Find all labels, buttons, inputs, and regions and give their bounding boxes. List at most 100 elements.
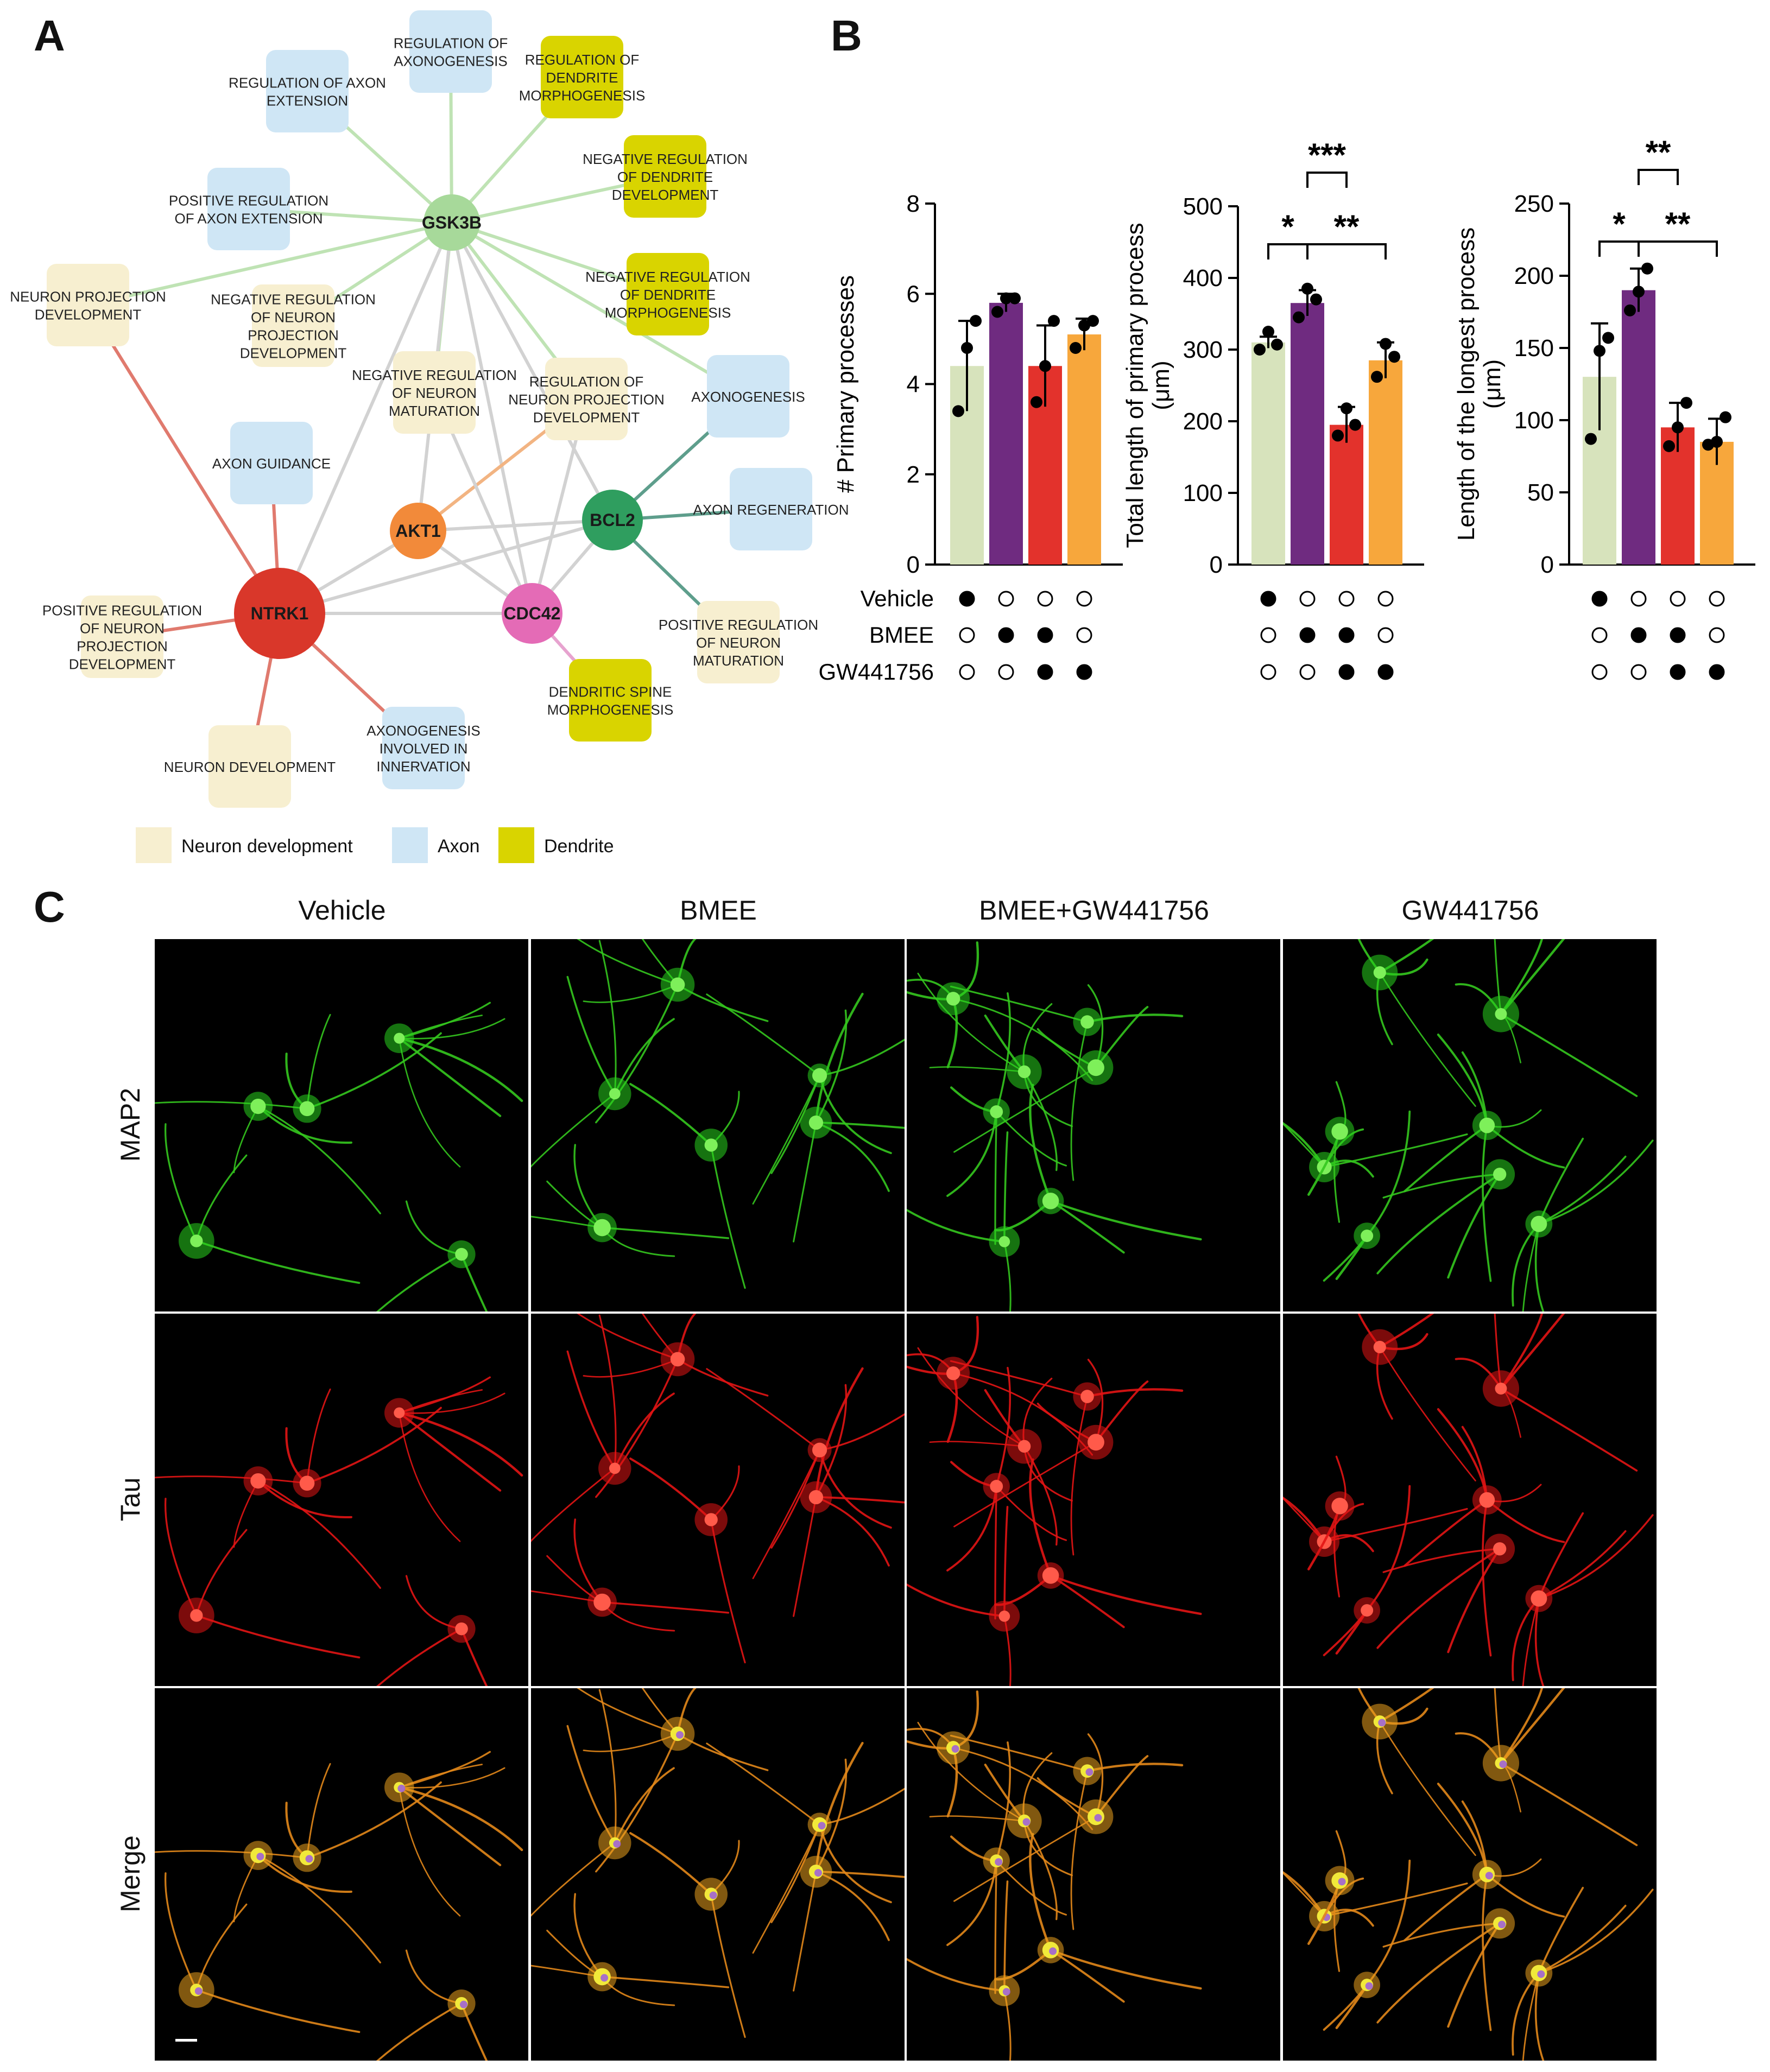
micrograph-merge-3: [907, 1688, 1280, 2061]
column-title: BMEE: [680, 895, 757, 926]
data-point: [961, 342, 973, 354]
term-label: DEVELOPMENT: [612, 187, 719, 203]
significance-bracket: [1598, 240, 1640, 257]
y-tick-label: 400: [1183, 265, 1223, 292]
treatment-filled-dot: [1076, 664, 1092, 680]
y-tick-label: 200: [1514, 263, 1554, 289]
term-label: DEVELOPMENT: [240, 345, 347, 362]
data-point: [1711, 435, 1723, 448]
term-node-pos-reg-axon-ext: POSITIVE REGULATION OF AXON EXTENSION: [169, 168, 328, 250]
y-tick-label: 6: [907, 281, 920, 307]
term-label: PROJECTION: [77, 638, 168, 655]
significance-label: ***: [1308, 137, 1347, 173]
treatment-filled-dot: [1037, 664, 1053, 680]
network-edge: [450, 221, 614, 521]
treatment-filled-dot: [1037, 627, 1053, 643]
data-point: [1293, 311, 1305, 324]
term-label: NEURON DEVELOPMENT: [164, 759, 336, 775]
data-point: [1371, 371, 1383, 383]
significance-bracket: [1267, 243, 1308, 259]
treatment-empty-dot: [1630, 591, 1647, 607]
treatment-filled-dot: [1338, 627, 1355, 643]
term-label: NEGATIVE REGULATION: [211, 292, 376, 308]
column-title: GW441756: [1401, 895, 1539, 926]
data-point: [1301, 282, 1313, 295]
treatment-empty-dot: [1338, 591, 1355, 607]
legend-swatch-neuron: [136, 827, 172, 863]
bar-3: [1028, 366, 1062, 565]
data-point: [1380, 338, 1392, 350]
treatment-empty-dot: [959, 627, 975, 643]
y-tick-label: 0: [1210, 552, 1223, 578]
term-label: OF NEURON: [251, 309, 336, 326]
gene-label: AKT1: [395, 521, 441, 541]
bar-2: [989, 302, 1023, 565]
micrograph-map2-1: [155, 939, 528, 1311]
term-label: MATURATION: [693, 652, 784, 669]
term-label: OF AXON EXTENSION: [174, 211, 323, 227]
term-label: AXON REGENERATION: [693, 502, 849, 518]
treatment-empty-dot: [1037, 591, 1053, 607]
significance-bracket: [1306, 172, 1348, 188]
chart-2: 0 100 200 300 400 500 Total length of primary …: [1122, 137, 1424, 680]
legend-swatch-dendrite: [498, 827, 534, 863]
significance-label: **: [1646, 134, 1671, 170]
term-node-neg-reg-neuron-mat: NEGATIVE REGULATION OF NEURON MATURATION: [352, 351, 517, 434]
data-point: [952, 405, 964, 417]
treatment-empty-dot: [1670, 591, 1686, 607]
term-label: MORPHOGENESIS: [547, 702, 674, 718]
legend-label-dendrite: Dendrite: [544, 836, 614, 857]
y-tick-label: 250: [1514, 191, 1554, 217]
term-label: NEGATIVE REGULATION: [585, 269, 750, 285]
treatment-filled-dot: [959, 591, 975, 607]
micrograph-tau-1: [155, 1314, 528, 1686]
term-label: OF NEURON: [696, 635, 781, 651]
treatment-filled-dot: [1338, 664, 1355, 680]
treatment-filled-dot: [1670, 627, 1686, 643]
term-label: MATURATION: [389, 403, 480, 419]
data-point: [1680, 397, 1692, 409]
term-label: NEGATIVE REGULATION: [583, 151, 748, 167]
significance-bracket: [1306, 243, 1387, 259]
term-label: INVOLVED IN: [380, 740, 468, 757]
y-axis-unit: (μm): [1479, 359, 1506, 409]
panel-label-a: A: [34, 11, 65, 60]
treatment-filled-dot: [998, 627, 1014, 643]
term-label: MORPHOGENESIS: [605, 305, 731, 321]
significance-bracket: [1638, 240, 1718, 257]
term-label: OF NEURON: [392, 385, 477, 401]
panel-label-b: B: [831, 11, 862, 60]
term-label: POSITIVE REGULATION: [659, 617, 818, 633]
data-point: [1031, 396, 1042, 408]
micrograph-merge-1: [155, 1688, 528, 2061]
network-edge: [451, 221, 749, 398]
column-title: BMEE+GW441756: [979, 895, 1209, 926]
treatment-filled-dot: [1260, 591, 1276, 607]
y-tick-label: 8: [907, 191, 920, 217]
y-tick-label: 0: [1541, 552, 1554, 578]
treatment-label: Vehicle: [861, 586, 934, 611]
data-point: [1672, 421, 1684, 434]
data-point: [1000, 292, 1012, 305]
y-tick-label: 100: [1183, 480, 1223, 506]
bar-2: [1291, 303, 1324, 565]
data-point: [1009, 292, 1021, 305]
data-point: [1087, 315, 1099, 327]
micrograph-tau-4: [1283, 1314, 1657, 1686]
treatment-label: BMEE: [869, 622, 934, 648]
gene-node-ntrk1: NTRK1: [234, 568, 325, 659]
micrograph-map2-4: [1283, 939, 1657, 1311]
bar-4: [1369, 360, 1402, 565]
scale-bar: [175, 2039, 197, 2042]
y-tick-label: 100: [1514, 407, 1554, 434]
term-label: AXONOGENESIS: [366, 723, 481, 739]
treatment-empty-dot: [1076, 591, 1092, 607]
treatment-empty-dot: [1709, 627, 1725, 643]
term-node-neuron-dev: NEURON DEVELOPMENT: [164, 725, 336, 808]
term-node-axonogenesis: AXONOGENESIS: [691, 355, 805, 438]
term-label: DENDRITIC SPINE: [549, 684, 672, 700]
micrograph-map2-3: [907, 939, 1280, 1311]
